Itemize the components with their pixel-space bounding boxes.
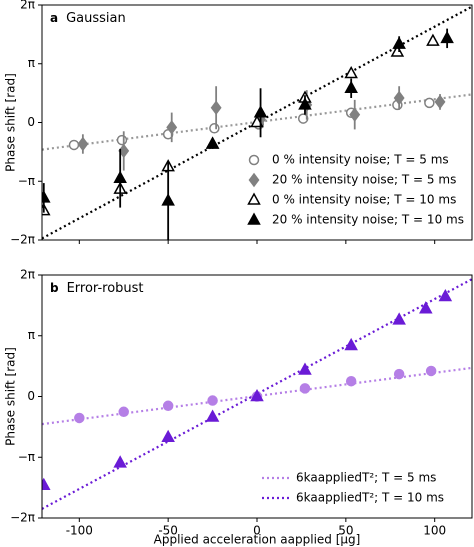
marker xyxy=(248,172,260,188)
marker xyxy=(440,30,454,44)
legend-label: 20 % intensity noise; T = 10 ms xyxy=(272,213,464,227)
marker xyxy=(438,288,453,302)
marker xyxy=(248,154,260,166)
marker xyxy=(205,136,220,149)
marker xyxy=(297,113,309,124)
marker xyxy=(209,123,220,134)
axes-frame xyxy=(41,4,473,241)
y-tick-label: −π xyxy=(18,450,35,464)
marker xyxy=(68,139,80,151)
y-tick-label: 0 xyxy=(27,115,35,129)
y-tick-label: π xyxy=(28,56,35,70)
panel-label: b xyxy=(50,281,59,295)
y-tick-label: 2π xyxy=(20,268,35,282)
y-tick-label: 0 xyxy=(27,389,35,403)
marker xyxy=(392,312,406,325)
marker xyxy=(166,120,178,135)
marker xyxy=(393,90,405,106)
axes-frame xyxy=(41,274,473,519)
marker xyxy=(424,97,435,109)
legend-label: 20 % intensity noise; T = 5 ms xyxy=(272,173,456,187)
y-axis-label: Phase shift [rad] xyxy=(4,73,18,172)
marker xyxy=(42,190,51,203)
x-tick-label: -50 xyxy=(158,524,178,538)
marker xyxy=(162,400,174,412)
legend-label: 6kaappliedT²; T = 10 ms xyxy=(296,491,444,505)
marker xyxy=(298,97,312,110)
plot-area xyxy=(42,5,472,240)
x-tick-label: 50 xyxy=(338,524,353,538)
marker xyxy=(247,192,261,205)
marker xyxy=(161,193,175,206)
marker xyxy=(42,477,51,491)
marker xyxy=(425,365,437,377)
x-tick-label: 100 xyxy=(423,524,446,538)
legend-label: 0 % intensity noise; T = 5 ms xyxy=(272,153,449,167)
legend-label: 6kaappliedT²; T = 5 ms xyxy=(296,471,436,485)
marker xyxy=(205,409,220,422)
marker xyxy=(426,33,440,46)
marker xyxy=(349,107,361,122)
y-tick-label: π xyxy=(28,328,35,342)
marker xyxy=(344,337,358,351)
y-axis-label: Phase shift [rad] xyxy=(4,347,18,446)
y-tick-label: −2π xyxy=(10,511,35,525)
marker xyxy=(344,80,358,94)
x-axis-label: Applied acceleration aapplied [μg] xyxy=(154,533,361,547)
marker xyxy=(253,105,268,118)
marker xyxy=(434,94,446,110)
marker xyxy=(210,100,222,115)
marker xyxy=(207,395,218,406)
marker xyxy=(77,136,89,152)
plot-area xyxy=(42,278,472,510)
marker xyxy=(113,455,127,468)
x-tick-label: 0 xyxy=(253,524,261,538)
marker xyxy=(113,170,127,183)
panel-label: a xyxy=(50,11,58,25)
marker xyxy=(116,134,128,146)
panel-title: b Error-robust xyxy=(50,281,144,296)
marker xyxy=(345,375,357,387)
marker xyxy=(247,212,261,225)
marker xyxy=(118,406,129,418)
y-tick-label: −2π xyxy=(10,233,35,247)
marker xyxy=(250,388,264,402)
marker xyxy=(390,44,405,57)
marker xyxy=(161,429,175,443)
x-tick-label: -100 xyxy=(66,524,93,538)
title: Error-robust xyxy=(67,281,144,296)
panel-title: a Gaussian xyxy=(50,11,126,26)
marker xyxy=(344,65,358,79)
marker xyxy=(419,301,433,314)
legend-label: 0 % intensity noise; T = 10 ms xyxy=(272,193,456,207)
y-tick-label: −π xyxy=(18,174,35,188)
marker xyxy=(393,368,405,380)
marker xyxy=(299,383,311,394)
title: Gaussian xyxy=(66,11,126,26)
marker xyxy=(298,362,312,375)
y-tick-label: 2π xyxy=(20,0,35,12)
fit-line xyxy=(42,5,472,240)
marker xyxy=(74,412,85,424)
marker xyxy=(392,36,406,49)
